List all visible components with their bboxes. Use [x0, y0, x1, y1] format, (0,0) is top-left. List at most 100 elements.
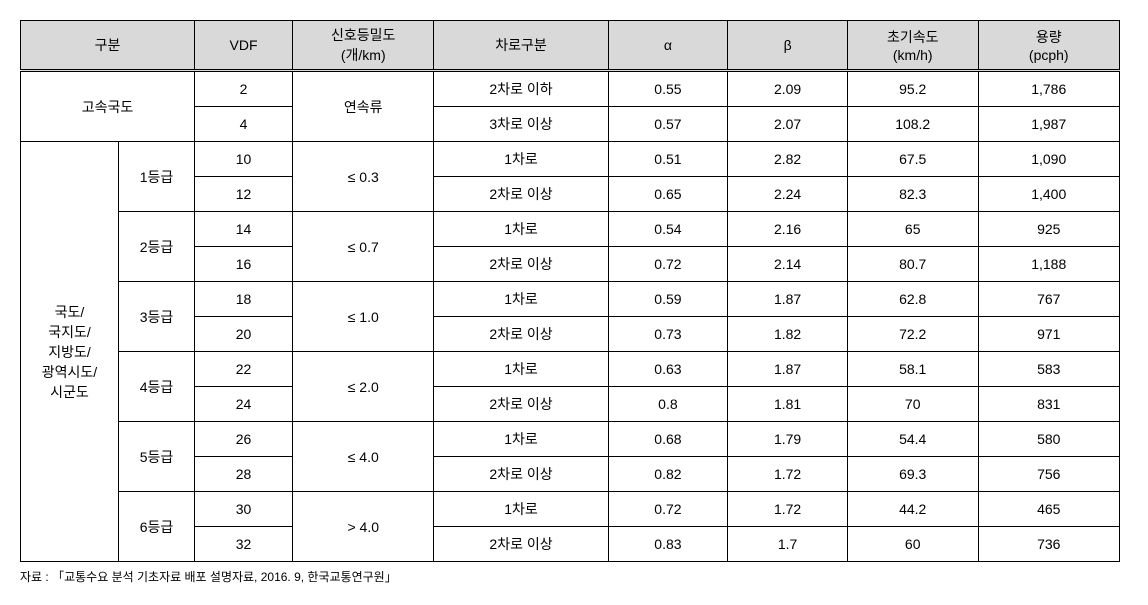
- cell: 0.73: [608, 317, 728, 352]
- cell: 1차로: [434, 492, 608, 527]
- cell: 2.07: [728, 107, 848, 142]
- cell: 0.55: [608, 71, 728, 107]
- cell: 2차로 이상: [434, 317, 608, 352]
- vdf-table: 구분 VDF 신호등밀도(개/km) 차로구분 α β 초기속도(km/h) 용…: [20, 20, 1120, 562]
- cell: 767: [978, 282, 1120, 317]
- group-label: 고속국도: [21, 71, 195, 142]
- table-row: 2등급14≤ 0.71차로0.542.1665925: [21, 212, 1120, 247]
- cell: 10: [195, 142, 293, 177]
- cell: 69.3: [847, 457, 978, 492]
- cell: 1,188: [978, 247, 1120, 282]
- cell: 0.54: [608, 212, 728, 247]
- signal-cell: ≤ 2.0: [293, 352, 434, 422]
- cell: 3차로 이상: [434, 107, 608, 142]
- table-row: 6등급30> 4.01차로0.721.7244.2465: [21, 492, 1120, 527]
- cell: 1.87: [728, 352, 848, 387]
- cell: 2차로 이상: [434, 247, 608, 282]
- cell: 2차로 이상: [434, 177, 608, 212]
- header-vdf: VDF: [195, 21, 293, 71]
- header-alpha: α: [608, 21, 728, 71]
- cell: 28: [195, 457, 293, 492]
- cell: 583: [978, 352, 1120, 387]
- cell: 24: [195, 387, 293, 422]
- cell: 65: [847, 212, 978, 247]
- cell: 2차로 이하: [434, 71, 608, 107]
- header-speed: 초기속도(km/h): [847, 21, 978, 71]
- cell: 32: [195, 527, 293, 562]
- cell: 1차로: [434, 422, 608, 457]
- cell: 1차로: [434, 142, 608, 177]
- cell: 1.72: [728, 457, 848, 492]
- table-row: 5등급26≤ 4.01차로0.681.7954.4580: [21, 422, 1120, 457]
- cell: 20: [195, 317, 293, 352]
- cell: 2.24: [728, 177, 848, 212]
- cell: 2.16: [728, 212, 848, 247]
- cell: 12: [195, 177, 293, 212]
- cell: 2.82: [728, 142, 848, 177]
- grade-cell: 3등급: [118, 282, 194, 352]
- signal-cell: ≤ 4.0: [293, 422, 434, 492]
- cell: 580: [978, 422, 1120, 457]
- cell: 95.2: [847, 71, 978, 107]
- grade-cell: 5등급: [118, 422, 194, 492]
- cell: 756: [978, 457, 1120, 492]
- group-label: 국도/국지도/지방도/광역시도/시군도: [21, 142, 119, 562]
- cell: 1차로: [434, 282, 608, 317]
- cell: 1,090: [978, 142, 1120, 177]
- cell: 465: [978, 492, 1120, 527]
- cell: 80.7: [847, 247, 978, 282]
- grade-cell: 2등급: [118, 212, 194, 282]
- signal-cell: > 4.0: [293, 492, 434, 562]
- cell: 44.2: [847, 492, 978, 527]
- cell: 1.72: [728, 492, 848, 527]
- cell: 30: [195, 492, 293, 527]
- cell: 22: [195, 352, 293, 387]
- cell: 26: [195, 422, 293, 457]
- cell: 62.8: [847, 282, 978, 317]
- cell: 16: [195, 247, 293, 282]
- table-body: 고속국도2연속류2차로 이하0.552.0995.21,78643차로 이상0.…: [21, 71, 1120, 562]
- signal-cell: 연속류: [293, 71, 434, 142]
- cell: 1,987: [978, 107, 1120, 142]
- cell: 4: [195, 107, 293, 142]
- cell: 0.51: [608, 142, 728, 177]
- cell: 70: [847, 387, 978, 422]
- cell: 18: [195, 282, 293, 317]
- cell: 0.65: [608, 177, 728, 212]
- table-row: 고속국도2연속류2차로 이하0.552.0995.21,786: [21, 71, 1120, 107]
- cell: 14: [195, 212, 293, 247]
- cell: 831: [978, 387, 1120, 422]
- header-lane: 차로구분: [434, 21, 608, 71]
- cell: 72.2: [847, 317, 978, 352]
- cell: 0.72: [608, 247, 728, 282]
- cell: 82.3: [847, 177, 978, 212]
- cell: 2.14: [728, 247, 848, 282]
- cell: 2: [195, 71, 293, 107]
- cell: 1.81: [728, 387, 848, 422]
- signal-cell: ≤ 1.0: [293, 282, 434, 352]
- cell: 0.8: [608, 387, 728, 422]
- cell: 67.5: [847, 142, 978, 177]
- cell: 1차로: [434, 352, 608, 387]
- cell: 108.2: [847, 107, 978, 142]
- cell: 0.82: [608, 457, 728, 492]
- cell: 1,400: [978, 177, 1120, 212]
- table-row: 국도/국지도/지방도/광역시도/시군도1등급10≤ 0.31차로0.512.82…: [21, 142, 1120, 177]
- grade-cell: 1등급: [118, 142, 194, 212]
- cell: 0.57: [608, 107, 728, 142]
- cell: 2차로 이상: [434, 527, 608, 562]
- cell: 971: [978, 317, 1120, 352]
- cell: 0.68: [608, 422, 728, 457]
- cell: 925: [978, 212, 1120, 247]
- table-row: 4등급22≤ 2.01차로0.631.8758.1583: [21, 352, 1120, 387]
- table-row: 3등급18≤ 1.01차로0.591.8762.8767: [21, 282, 1120, 317]
- header-signal: 신호등밀도(개/km): [293, 21, 434, 71]
- cell: 0.59: [608, 282, 728, 317]
- cell: 1.7: [728, 527, 848, 562]
- cell: 54.4: [847, 422, 978, 457]
- signal-cell: ≤ 0.7: [293, 212, 434, 282]
- signal-cell: ≤ 0.3: [293, 142, 434, 212]
- cell: 60: [847, 527, 978, 562]
- cell: 1.82: [728, 317, 848, 352]
- grade-cell: 4등급: [118, 352, 194, 422]
